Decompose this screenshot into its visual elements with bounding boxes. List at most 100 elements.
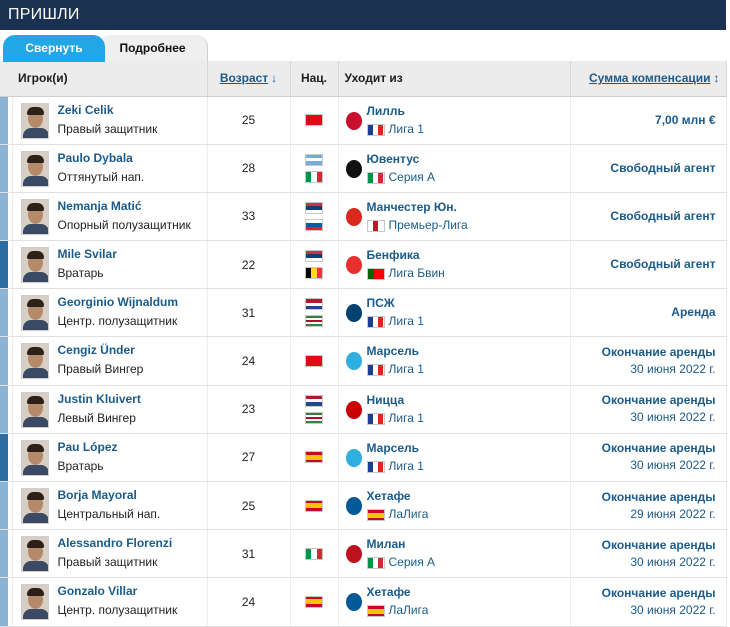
club-name[interactable]: Милан	[366, 537, 406, 552]
player-photo[interactable]	[20, 295, 49, 332]
club-name[interactable]: Ювентус	[366, 151, 420, 166]
player-name[interactable]: Nemanja Matić	[57, 198, 142, 213]
player-cell: Justin Kluivert Левый Вингер	[12, 385, 208, 434]
player-name[interactable]: Alessandro Florenzi	[57, 536, 173, 551]
sort-down-icon[interactable]: ↓	[271, 71, 278, 86]
nationality-flag-icon	[305, 355, 323, 368]
fee-value[interactable]: Свободный агент	[610, 208, 716, 223]
league-name[interactable]: ЛаЛига	[388, 507, 429, 521]
transfer-fee[interactable]: Аренда	[570, 288, 727, 338]
fee-value[interactable]: Свободный агент	[610, 160, 716, 175]
fee-value[interactable]: Окончание аренды	[601, 585, 716, 600]
fee-header-label[interactable]: Сумма компенсации	[589, 71, 711, 86]
club-name[interactable]: Марсель	[366, 344, 420, 359]
man-utd-logo[interactable]	[345, 207, 362, 226]
player-photo[interactable]	[20, 102, 49, 139]
getafe-logo[interactable]	[345, 593, 362, 612]
getafe-logo[interactable]	[345, 497, 362, 515]
player-photo[interactable]	[20, 439, 49, 476]
position-bar	[0, 240, 13, 290]
nationality-cell	[290, 529, 339, 579]
transfer-fee[interactable]: 7,00 млн €	[570, 96, 727, 145]
table-header-row: Игрок(и) Возраст ↓ Нац. Уходит из Сумма к…	[0, 61, 727, 97]
player-photo[interactable]	[20, 150, 49, 187]
club-name[interactable]: Бенфика	[366, 248, 420, 263]
league-name[interactable]: Лига 1	[388, 458, 424, 473]
transfer-fee[interactable]: Окончание аренды 29 июня 2022 г.	[570, 481, 727, 531]
fee-value[interactable]: Окончание аренды	[601, 345, 716, 360]
player-photo[interactable]	[20, 536, 49, 573]
column-header-from: Уходит из	[338, 61, 571, 97]
fee-value[interactable]: Окончание аренды	[601, 441, 716, 456]
milan-logo[interactable]	[345, 545, 362, 564]
club-name[interactable]: Марсель	[366, 440, 420, 455]
player-name[interactable]: Paulo Dybala	[57, 150, 133, 165]
nationality-flag-icon	[305, 394, 323, 407]
fee-value[interactable]: Окончание аренды	[601, 537, 716, 552]
tab-details[interactable]: Подробнее	[98, 35, 208, 62]
fee-date: 29 июня 2022 г.	[630, 506, 716, 521]
league-name[interactable]: ЛаЛига	[388, 603, 429, 618]
transfer-fee[interactable]: Окончание аренды 30 июня 2022 г.	[570, 577, 727, 627]
nice-logo[interactable]	[345, 400, 362, 419]
transfer-fee[interactable]: Окончание аренды 30 июня 2022 г.	[570, 433, 727, 483]
nationality-flag-icon	[305, 170, 323, 183]
league-name[interactable]: Лига 1	[388, 410, 424, 425]
player-photo[interactable]	[20, 391, 49, 428]
player-photo[interactable]	[20, 584, 49, 621]
club-name[interactable]: Манчестер Юн.	[366, 199, 457, 214]
player-cell: Pau López Вратарь	[12, 433, 208, 483]
nationality-flag-icon	[305, 298, 323, 311]
league-name[interactable]: Лига 1	[388, 362, 424, 377]
club-name[interactable]: Лилль	[366, 103, 405, 118]
psg-logo[interactable]	[345, 304, 362, 323]
league-name[interactable]: Лига 1	[388, 121, 424, 136]
league-name[interactable]: Серия А	[388, 555, 436, 570]
transfer-fee[interactable]: Окончание аренды 30 июня 2022 г.	[570, 336, 727, 386]
benfica-logo[interactable]	[345, 256, 362, 275]
league-name[interactable]: Лига 1	[388, 314, 424, 329]
column-header-fee[interactable]: Сумма компенсации ↕	[570, 61, 727, 97]
fee-value[interactable]: Окончание аренды	[601, 489, 716, 504]
transfer-fee[interactable]: Свободный агент	[570, 144, 727, 193]
player-name[interactable]: Justin Kluivert	[57, 391, 141, 406]
fee-value[interactable]: Свободный агент	[610, 257, 716, 272]
club-name[interactable]: Хетафе	[366, 585, 411, 600]
league-name[interactable]: Премьер-Лига	[388, 217, 468, 232]
table-row: Cengiz Ünder Правый Вингер 24 Марсель Лига …	[0, 336, 727, 386]
age-header-label[interactable]: Возраст	[219, 71, 269, 86]
league-name[interactable]: Лига Бвин	[388, 266, 445, 281]
player-name[interactable]: Zeki Celik	[57, 102, 114, 117]
marseille-logo[interactable]	[345, 352, 362, 371]
player-name[interactable]: Gonzalo Villar	[57, 584, 138, 599]
sort-icon[interactable]: ↕	[713, 71, 720, 86]
club-name[interactable]: ПСЖ	[366, 296, 395, 311]
marseille-logo[interactable]	[345, 448, 362, 467]
player-name[interactable]: Cengiz Ünder	[57, 343, 135, 358]
juventus-logo[interactable]	[345, 159, 362, 178]
player-name[interactable]: Georginio Wijnaldum	[57, 295, 179, 310]
fee-value[interactable]: Аренда	[671, 305, 716, 320]
lille-logo[interactable]	[345, 111, 362, 130]
fee-value[interactable]: Окончание аренды	[601, 393, 716, 408]
fee-value[interactable]: 7,00 млн €	[655, 112, 716, 127]
transfer-fee[interactable]: Свободный агент	[570, 240, 727, 290]
player-name[interactable]: Pau López	[57, 439, 118, 454]
tab-collapse[interactable]: Свернуть	[3, 35, 105, 62]
transfer-fee[interactable]: Окончание аренды 30 июня 2022 г.	[570, 385, 727, 434]
player-age: 31	[207, 529, 291, 579]
club-name[interactable]: Хетафе	[366, 489, 411, 503]
player-photo[interactable]	[20, 198, 49, 235]
league-name[interactable]: Серия А	[388, 169, 436, 184]
player-photo[interactable]	[20, 247, 49, 284]
player-photo[interactable]	[20, 343, 49, 380]
player-name[interactable]: Borja Mayoral	[57, 488, 137, 502]
player-name[interactable]: Mile Svilar	[57, 247, 117, 262]
transfer-fee[interactable]: Окончание аренды 30 июня 2022 г.	[570, 529, 727, 579]
club-name[interactable]: Ницца	[366, 392, 405, 407]
transfer-fee[interactable]: Свободный агент	[570, 192, 727, 242]
column-header-age[interactable]: Возраст ↓	[207, 61, 291, 97]
nationality-cell	[290, 336, 339, 386]
player-photo[interactable]	[20, 488, 49, 524]
position-bar	[0, 144, 13, 193]
